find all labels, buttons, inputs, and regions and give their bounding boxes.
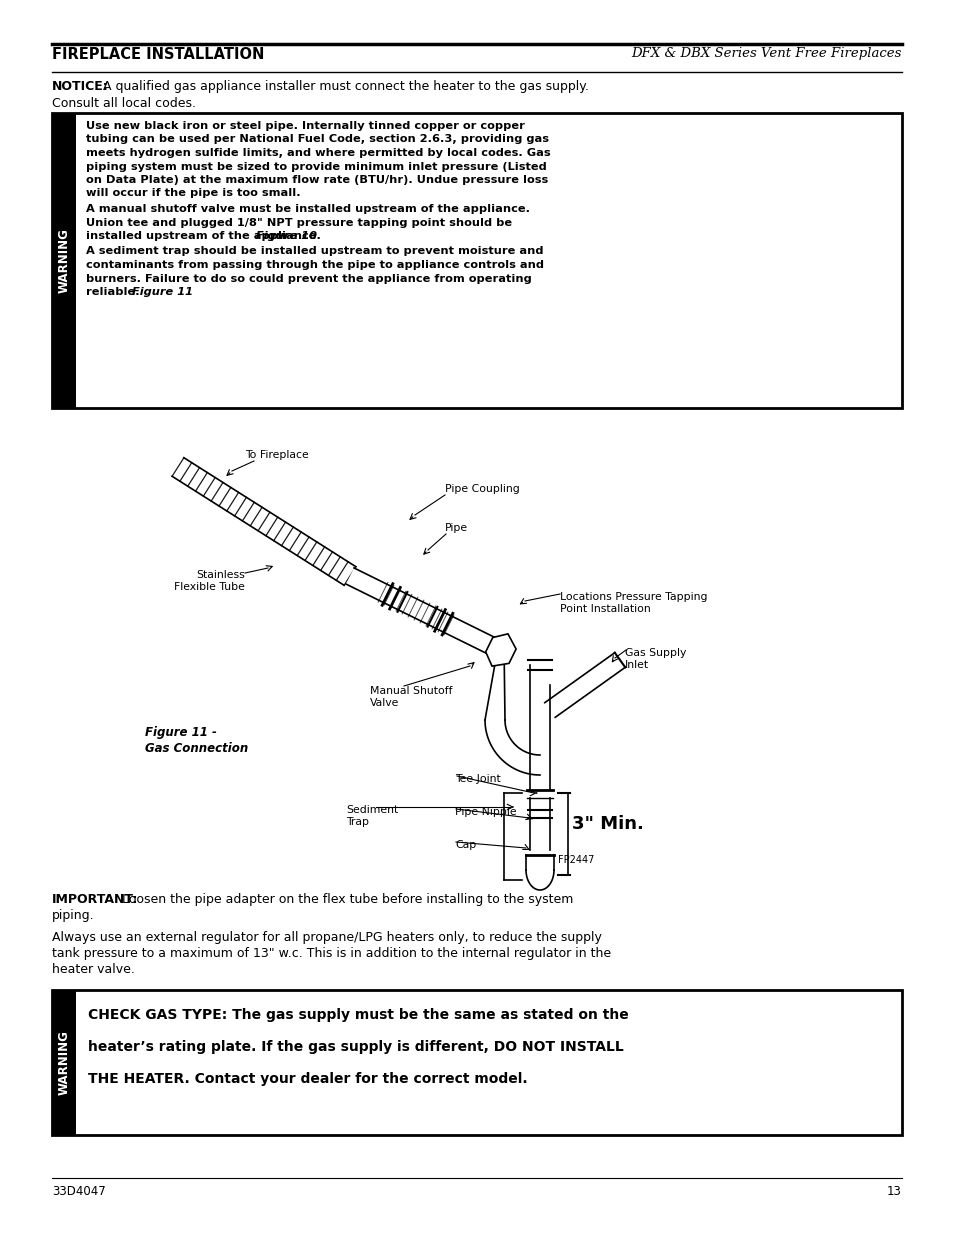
Text: installed upstream of the appliance.: installed upstream of the appliance. — [86, 231, 325, 241]
Text: Always use an external regulator for all propane/LPG heaters only, to reduce the: Always use an external regulator for all… — [52, 931, 601, 944]
Polygon shape — [484, 720, 539, 776]
Polygon shape — [346, 568, 503, 658]
Polygon shape — [544, 652, 624, 718]
Text: heater valve.: heater valve. — [52, 963, 134, 976]
Text: tank pressure to a maximum of 13" w.c. This is in addition to the internal regul: tank pressure to a maximum of 13" w.c. T… — [52, 947, 611, 960]
Text: Union tee and plugged 1/8" NPT pressure tapping point should be: Union tee and plugged 1/8" NPT pressure … — [86, 217, 512, 227]
Text: Stainless
Flexible Tube: Stainless Flexible Tube — [174, 571, 245, 592]
Text: Use new black iron or steel pipe. Internally tinned copper or copper: Use new black iron or steel pipe. Intern… — [86, 121, 524, 131]
Text: Sediment
Trap: Sediment Trap — [346, 805, 397, 826]
Text: DFX & DBX Series Vent Free Fireplaces: DFX & DBX Series Vent Free Fireplaces — [631, 47, 901, 61]
Text: contaminants from passing through the pipe to appliance controls and: contaminants from passing through the pi… — [86, 261, 543, 270]
Text: Tee Joint: Tee Joint — [455, 774, 500, 784]
Text: WARNING: WARNING — [57, 1030, 71, 1095]
Text: Figure 10: Figure 10 — [256, 231, 316, 241]
Ellipse shape — [525, 855, 554, 895]
Text: piping system must be sized to provide minimum inlet pressure (Listed: piping system must be sized to provide m… — [86, 162, 546, 172]
Text: Pipe Coupling: Pipe Coupling — [444, 484, 519, 494]
Text: Loosen the pipe adapter on the flex tube before installing to the system: Loosen the pipe adapter on the flex tube… — [122, 893, 573, 906]
Bar — [52, 990, 901, 1135]
Text: FIREPLACE INSTALLATION: FIREPLACE INSTALLATION — [52, 47, 264, 62]
Text: 3" Min.: 3" Min. — [572, 815, 643, 832]
Text: FP2447: FP2447 — [558, 855, 594, 864]
Bar — [531, 685, 548, 790]
Text: A manual shutoff valve must be installed upstream of the appliance.: A manual shutoff valve must be installed… — [86, 204, 530, 214]
Text: Pipe: Pipe — [444, 522, 468, 534]
Text: Figure 11: Figure 11 — [132, 287, 193, 296]
Text: 33D4047: 33D4047 — [52, 1186, 106, 1198]
Bar — [52, 112, 901, 408]
Text: Pipe Nipple: Pipe Nipple — [455, 806, 517, 818]
Text: on Data Plate) at the maximum flow rate (BTU/hr). Undue pressure loss: on Data Plate) at the maximum flow rate … — [86, 175, 548, 185]
Text: CHECK GAS TYPE: The gas supply must be the same as stated on the: CHECK GAS TYPE: The gas supply must be t… — [88, 1008, 628, 1023]
Bar — [52, 990, 76, 1135]
Text: WARNING: WARNING — [57, 228, 71, 293]
Text: Consult all local codes.: Consult all local codes. — [52, 98, 195, 110]
Text: Gas Connection: Gas Connection — [145, 742, 248, 755]
Text: tubing can be used per National Fuel Code, section 2.6.3, providing gas: tubing can be used per National Fuel Cod… — [86, 135, 548, 144]
Text: Cap: Cap — [455, 840, 476, 850]
Text: will occur if the pipe is too small.: will occur if the pipe is too small. — [86, 189, 300, 199]
Text: heater’s rating plate. If the gas supply is different, DO NOT INSTALL: heater’s rating plate. If the gas supply… — [88, 1040, 623, 1053]
Text: burners. Failure to do so could prevent the appliance from operating: burners. Failure to do so could prevent … — [86, 273, 531, 284]
Text: THE HEATER. Contact your dealer for the correct model.: THE HEATER. Contact your dealer for the … — [88, 1072, 527, 1086]
Text: meets hydrogen sulfide limits, and where permitted by local codes. Gas: meets hydrogen sulfide limits, and where… — [86, 148, 550, 158]
Text: To Fireplace: To Fireplace — [245, 450, 309, 459]
Text: reliable.: reliable. — [86, 287, 144, 296]
Text: piping.: piping. — [52, 909, 94, 923]
Text: A sediment trap should be installed upstream to prevent moisture and: A sediment trap should be installed upst… — [86, 247, 543, 257]
Polygon shape — [485, 634, 516, 666]
Text: Manual Shutoff
Valve: Manual Shutoff Valve — [370, 685, 452, 708]
Bar — [52, 112, 76, 408]
Text: Figure 11 -: Figure 11 - — [145, 726, 216, 739]
Text: 13: 13 — [886, 1186, 901, 1198]
Text: Locations Pressure Tapping
Point Installation: Locations Pressure Tapping Point Install… — [559, 592, 707, 614]
Text: NOTICE:: NOTICE: — [52, 80, 109, 93]
Text: Gas Supply
Inlet: Gas Supply Inlet — [624, 648, 685, 669]
Text: IMPORTANT:: IMPORTANT: — [52, 893, 138, 906]
Text: A qualified gas appliance installer must connect the heater to the gas supply.: A qualified gas appliance installer must… — [103, 80, 588, 93]
